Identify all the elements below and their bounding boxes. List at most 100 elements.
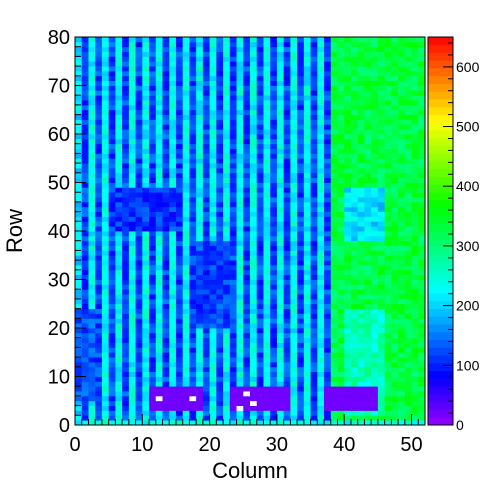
heatmap-cell	[330, 75, 338, 82]
heatmap-cell	[142, 303, 150, 309]
heatmap-cell	[377, 332, 386, 339]
heatmap-cell	[418, 129, 426, 135]
heatmap-cell	[276, 298, 285, 305]
heatmap-cell	[303, 197, 311, 203]
heatmap-cell	[317, 90, 325, 96]
heatmap-cell	[202, 109, 211, 115]
heatmap-cell	[135, 371, 143, 377]
heatmap-cell	[115, 255, 123, 261]
heatmap-cell	[290, 328, 298, 334]
heatmap-cell	[162, 245, 170, 251]
heatmap-cell	[256, 357, 264, 363]
heatmap-cell	[216, 119, 224, 125]
heatmap-cell	[209, 167, 217, 174]
heatmap-cell	[95, 231, 103, 237]
heatmap-cell	[256, 158, 264, 164]
heatmap-cell	[182, 303, 190, 309]
heatmap-cell	[243, 197, 251, 203]
heatmap-cell	[81, 318, 89, 324]
heatmap-cell	[357, 61, 365, 67]
heatmap-cell	[216, 41, 224, 48]
heatmap-cell	[108, 95, 116, 101]
heatmap-cell	[229, 211, 237, 217]
heatmap-cell	[283, 332, 291, 339]
heatmap-cell	[344, 415, 352, 421]
heatmap-cell	[115, 264, 123, 271]
heatmap-cell	[196, 420, 204, 426]
colorbar-band	[428, 308, 453, 317]
heatmap-cell	[418, 104, 426, 111]
heatmap-cell	[384, 289, 392, 295]
heatmap-cell	[101, 347, 110, 353]
heatmap-cell	[155, 231, 163, 237]
heatmap-cell	[128, 332, 136, 339]
heatmap-cell	[357, 245, 365, 251]
heatmap-cell	[189, 400, 197, 406]
heatmap-cell	[122, 274, 130, 280]
heatmap-cell	[142, 240, 150, 246]
heatmap-cell	[324, 85, 332, 91]
heatmap-cell	[196, 415, 204, 421]
heatmap-cell	[216, 104, 224, 111]
heatmap-cell	[149, 240, 157, 246]
heatmap-cell	[418, 245, 426, 251]
heatmap-cell	[344, 187, 352, 193]
heatmap-cell	[75, 90, 83, 96]
heatmap-cell	[88, 337, 96, 343]
heatmap-cell	[101, 221, 110, 227]
heatmap-cell	[324, 289, 332, 295]
heatmap-cell	[135, 289, 143, 295]
heatmap-cell	[404, 90, 412, 96]
heatmap-cell	[330, 80, 338, 86]
heatmap-cell	[122, 80, 130, 86]
heatmap-cell	[317, 255, 325, 261]
heatmap-cell	[283, 250, 291, 256]
heatmap-cell	[384, 80, 392, 86]
heatmap-cell	[88, 158, 96, 164]
heatmap-cell	[142, 100, 150, 106]
heatmap-cell	[162, 395, 170, 402]
heatmap-cell	[377, 352, 386, 358]
heatmap-cell	[142, 90, 150, 96]
heatmap-cell	[229, 337, 237, 343]
heatmap-cell	[216, 148, 224, 154]
heatmap-cell	[324, 114, 332, 120]
heatmap-cell	[357, 104, 365, 111]
heatmap-cell	[175, 187, 184, 193]
heatmap-cell	[290, 192, 298, 198]
heatmap-cell	[350, 75, 359, 82]
heatmap-cell	[128, 70, 136, 77]
heatmap-cell	[122, 163, 130, 169]
heatmap-cell	[229, 143, 237, 149]
heatmap-cell	[371, 206, 379, 212]
heatmap-cell	[122, 260, 130, 266]
heatmap-cell	[216, 245, 224, 251]
heatmap-cell	[88, 289, 96, 295]
colorbar-band	[428, 231, 453, 240]
heatmap-cell	[276, 114, 285, 120]
heatmap-cell	[182, 352, 190, 358]
heatmap-cell	[149, 308, 157, 314]
heatmap-cell	[364, 313, 372, 319]
heatmap-cell	[155, 61, 163, 67]
heatmap-cell	[256, 269, 264, 276]
heatmap-cell	[182, 284, 190, 290]
heatmap-cell	[297, 143, 305, 149]
heatmap-cell	[169, 192, 177, 198]
heatmap-cell	[236, 158, 244, 164]
heatmap-cell	[324, 70, 332, 77]
heatmap-cell	[411, 221, 419, 227]
heatmap-cell	[81, 192, 89, 198]
heatmap-cell	[330, 313, 338, 319]
heatmap-cell	[250, 90, 258, 96]
heatmap-cell	[330, 352, 338, 358]
heatmap-cell	[317, 138, 325, 145]
heatmap-cell	[364, 298, 372, 305]
heatmap-cell	[81, 177, 89, 183]
heatmap-cell	[263, 289, 271, 295]
heatmap-cell	[128, 201, 136, 208]
heatmap-cell	[337, 376, 345, 382]
heatmap-cell	[398, 231, 406, 237]
heatmap-cell	[337, 313, 345, 319]
heatmap-cell	[357, 405, 365, 411]
